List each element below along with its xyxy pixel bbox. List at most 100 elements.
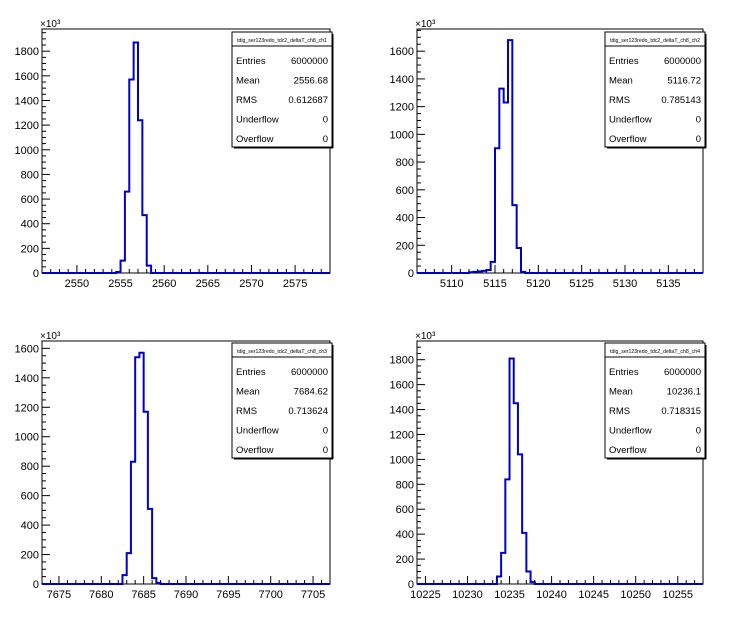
x-tick-label: 2575 bbox=[283, 278, 307, 290]
stats-row-label: Underflow bbox=[609, 426, 652, 437]
y-tick-label: 600 bbox=[21, 491, 39, 503]
x-tick-label: 10225 bbox=[410, 589, 441, 601]
y-tick-label: 200 bbox=[396, 240, 414, 252]
stats-box-frame bbox=[604, 342, 706, 459]
stats-row-label: Overflow bbox=[609, 445, 647, 456]
stats-row-label: Entries bbox=[236, 367, 266, 378]
y-tick-label: 1000 bbox=[15, 145, 39, 157]
y-tick-label: 0 bbox=[33, 268, 39, 280]
x-tick-label: 2565 bbox=[196, 278, 220, 290]
x-tick-label: 2570 bbox=[239, 278, 263, 290]
stats-row-label: Mean bbox=[609, 76, 633, 87]
histogram-line bbox=[417, 39, 703, 274]
stats-row-value: 2556.68 bbox=[294, 76, 328, 87]
x-tick-label: 7690 bbox=[174, 589, 198, 601]
stats-box: tdig_ser123redo_tdc2_deltaT_ch8_ch4 Entri… bbox=[604, 342, 707, 460]
y-tick-label: 200 bbox=[396, 554, 414, 566]
histogram-panel-3: 0 200 400 600 800 1000 1200 1400 1600×10³ 7675 768… bbox=[15, 331, 334, 601]
y-tick-label: 800 bbox=[396, 157, 414, 169]
stats-row-value: 0 bbox=[323, 445, 328, 456]
y-multiplier-label: ×10³ bbox=[415, 331, 436, 342]
y-tick-label: 200 bbox=[21, 550, 39, 562]
stats-row-label: Entries bbox=[609, 56, 639, 67]
x-tick-label: 2550 bbox=[65, 278, 89, 290]
x-tick-label: 7700 bbox=[258, 589, 282, 601]
stats-row-label: RMS bbox=[609, 95, 630, 106]
y-tick-label: 600 bbox=[21, 194, 39, 206]
stats-row-value: 6000000 bbox=[664, 56, 701, 67]
stats-row-value: 0.713624 bbox=[288, 406, 328, 417]
stats-box-frame bbox=[604, 31, 706, 148]
x-tick-label: 5125 bbox=[569, 278, 593, 290]
x-tick-label: 2560 bbox=[152, 278, 176, 290]
histogram-line bbox=[417, 357, 703, 585]
x-tick-label: 7685 bbox=[131, 589, 155, 601]
stats-row-value: 0 bbox=[696, 134, 701, 145]
x-tick-label: 7705 bbox=[301, 589, 325, 601]
y-tick-label: 1200 bbox=[390, 102, 414, 114]
stats-row-label: Mean bbox=[236, 76, 260, 87]
y-tick-label: 800 bbox=[21, 169, 39, 181]
stats-box-title: tdig_ser123redo_tdc2_deltaT_ch8_ch1 bbox=[237, 38, 327, 44]
stats-row-value: 0 bbox=[323, 134, 328, 145]
y-tick-label: 1400 bbox=[390, 405, 414, 417]
y-tick-label: 1600 bbox=[15, 343, 39, 355]
y-multiplier-label: ×10³ bbox=[40, 19, 61, 30]
y-tick-label: 1400 bbox=[390, 74, 414, 86]
y-tick-label: 1200 bbox=[15, 402, 39, 414]
x-tick-label: 10235 bbox=[494, 589, 525, 601]
x-tick-label: 7675 bbox=[47, 589, 71, 601]
y-tick-label: 600 bbox=[396, 504, 414, 516]
stats-row-label: RMS bbox=[609, 406, 630, 417]
stats-row-value: 0.612687 bbox=[288, 95, 328, 106]
histogram-panel-2: 0 200 400 600 800 1000 1200 1400 1600 ×10³ 5110 511… bbox=[390, 19, 707, 290]
stats-box: tdig_ser123redo_tdc2_deltaT_ch8_ch2 Entri… bbox=[604, 31, 707, 149]
y-tick-label: 600 bbox=[396, 185, 414, 197]
y-multiplier-label: ×10³ bbox=[415, 19, 436, 30]
x-tick-label: 5135 bbox=[656, 278, 680, 290]
stats-row-label: Overflow bbox=[236, 134, 274, 145]
x-tick-label: 5115 bbox=[483, 278, 507, 290]
stats-row-value: 6000000 bbox=[291, 367, 328, 378]
histogram-panel-1: 0 200 400 600 800 1000 1200 1400 1600 1800 ×10³ 255… bbox=[15, 19, 334, 290]
y-tick-label: 1000 bbox=[390, 454, 414, 466]
stats-row-label: Entries bbox=[609, 367, 639, 378]
stats-row-value: 10236.1 bbox=[667, 387, 701, 398]
y-tick-label: 1600 bbox=[15, 71, 39, 83]
stats-row-label: Overflow bbox=[236, 445, 274, 456]
stats-row-value: 6000000 bbox=[664, 367, 701, 378]
stats-row-value: 0 bbox=[696, 115, 701, 126]
stats-row-value: 0 bbox=[323, 426, 328, 437]
x-tick-label: 10230 bbox=[452, 589, 483, 601]
stats-box-title: tdig_ser123redo_tdc2_deltaT_ch8_ch2 bbox=[610, 38, 700, 44]
y-tick-label: 0 bbox=[408, 268, 414, 280]
x-tick-label: 2555 bbox=[108, 278, 132, 290]
x-tick-label: 7680 bbox=[89, 589, 113, 601]
x-tick-label: 5110 bbox=[440, 278, 464, 290]
stats-box-title: tdig_ser123redo_tdc2_deltaT_ch8_ch3 bbox=[237, 349, 327, 355]
stats-row-label: Underflow bbox=[236, 115, 279, 126]
y-tick-label: 0 bbox=[408, 579, 414, 591]
y-tick-label: 200 bbox=[21, 243, 39, 255]
y-tick-label: 1400 bbox=[15, 95, 39, 107]
stats-box-frame bbox=[231, 31, 333, 148]
histogram-bin bbox=[504, 102, 508, 273]
x-tick-label: 10240 bbox=[536, 589, 567, 601]
stats-row-label: Mean bbox=[609, 387, 633, 398]
y-tick-label: 400 bbox=[21, 219, 39, 231]
y-tick-label: 1000 bbox=[390, 129, 414, 141]
y-tick-label: 1800 bbox=[390, 355, 414, 367]
x-tick-label: 5120 bbox=[526, 278, 550, 290]
y-tick-label: 1200 bbox=[15, 120, 39, 132]
y-tick-label: 1000 bbox=[15, 432, 39, 444]
y-tick-label: 0 bbox=[33, 579, 39, 591]
stats-row-value: 0 bbox=[696, 445, 701, 456]
y-tick-label: 400 bbox=[396, 213, 414, 225]
stats-row-value: 0 bbox=[696, 426, 701, 437]
y-tick-label: 1400 bbox=[15, 373, 39, 385]
y-multiplier-label: ×10³ bbox=[40, 331, 61, 342]
stats-row-label: Overflow bbox=[609, 134, 647, 145]
stats-box: tdig_ser123redo_tdc2_deltaT_ch8_ch1 Entri… bbox=[231, 31, 334, 149]
y-tick-label: 400 bbox=[396, 529, 414, 541]
y-tick-label: 800 bbox=[21, 461, 39, 473]
